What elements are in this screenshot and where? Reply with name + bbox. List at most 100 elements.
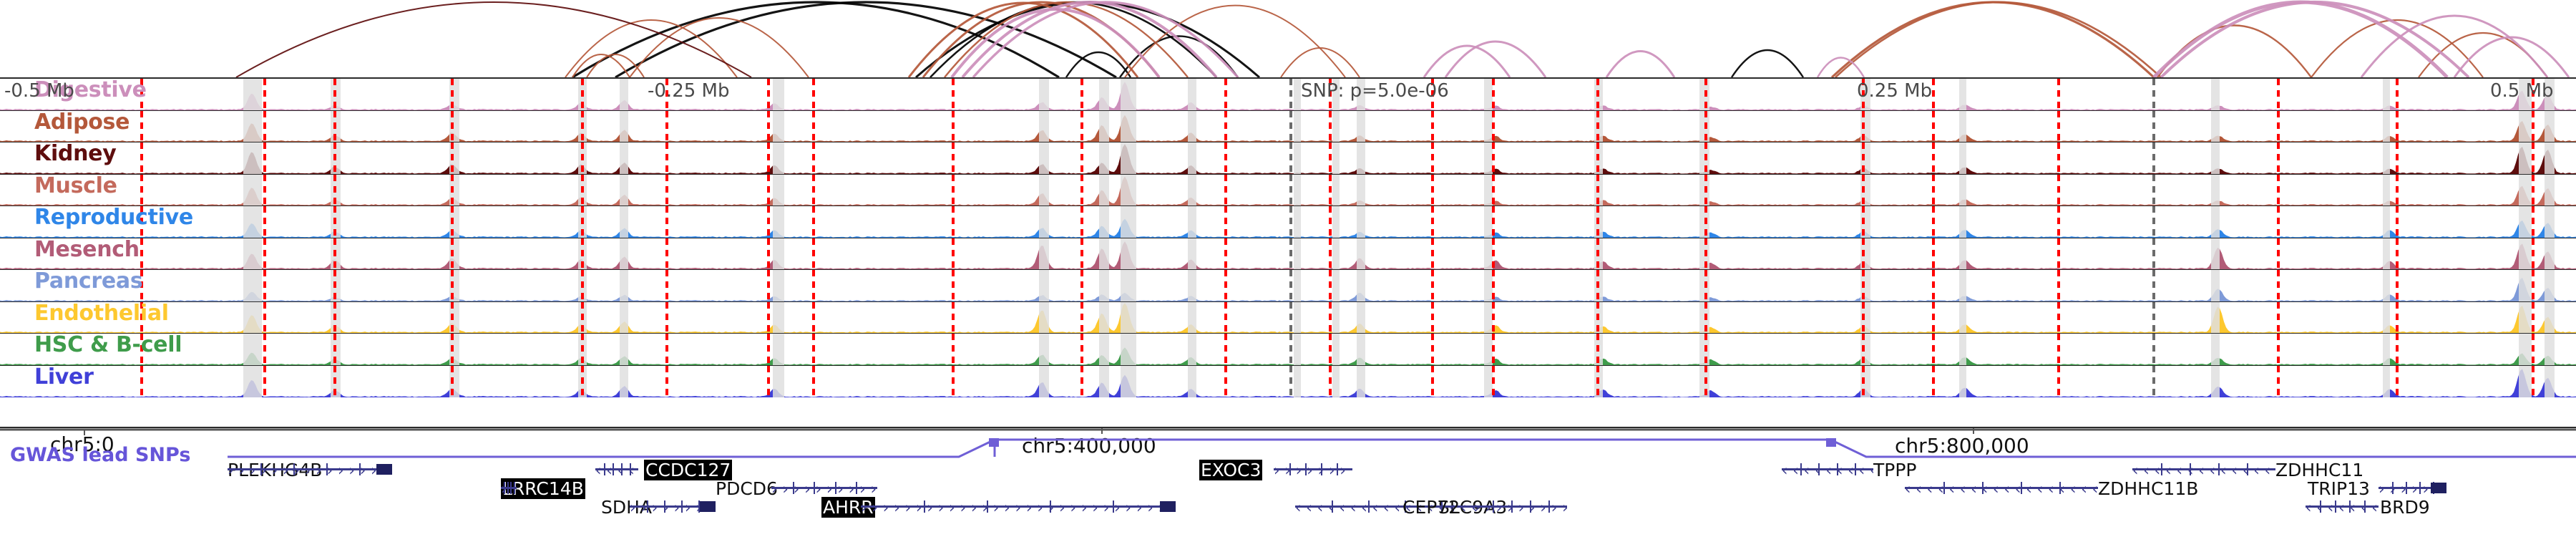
exon-tick	[834, 482, 836, 494]
gene-label[interactable]: CEP72	[1402, 497, 1460, 518]
track-muscle[interactable]: Muscle	[0, 174, 2576, 206]
signal-profile	[0, 303, 2576, 333]
interaction-arc	[1423, 44, 1511, 78]
exon-tick	[792, 482, 794, 494]
exon-tick	[2349, 500, 2351, 513]
gene-label[interactable]: CCDC127	[644, 460, 733, 480]
coord-label-left: chr5:0	[50, 432, 114, 456]
interaction-arc	[235, 1, 752, 78]
exon-tick	[1548, 500, 1550, 513]
track-kidney[interactable]: Kidney	[0, 142, 2576, 175]
gene-strand-arrows: ›››››››	[1274, 463, 1351, 478]
exon-tick	[647, 500, 648, 513]
exon-tick	[664, 500, 665, 513]
exon-tick	[260, 463, 262, 475]
interaction-arc	[950, 8, 1161, 79]
interaction-arc	[944, 1, 1189, 78]
interaction-arc	[1835, 1, 2162, 78]
annotation-area: chr5:0 chr5:400,000 chr5:800,000 GWAS le…	[0, 428, 2576, 537]
signal-track-panel[interactable]: Digestive Adipose Kidney Muscle Reproductive…	[0, 77, 2576, 428]
gene-strand-arrows: ‹‹‹‹	[595, 463, 638, 478]
track-liver[interactable]: Liver	[0, 365, 2576, 397]
gene-label[interactable]: PDCD6	[716, 478, 778, 499]
track-label: HSC & B-cell	[34, 334, 182, 357]
interaction-arc	[615, 1, 1117, 79]
coord-label-right: chr5:800,000	[1895, 434, 2029, 458]
track-endothelial[interactable]: Endothelial	[0, 301, 2576, 334]
track-digestive[interactable]: Digestive	[0, 79, 2576, 111]
interaction-arc	[1605, 50, 1676, 78]
exon-tick	[1113, 500, 1114, 513]
track-mesench[interactable]: Mesench	[0, 238, 2576, 270]
gene-body	[1782, 468, 1873, 470]
track-label: Muscle	[34, 174, 117, 198]
exon-tick	[681, 500, 683, 513]
gene-strand-arrows: ‹‹‹‹‹‹‹‹‹‹‹‹‹‹‹‹‹‹‹	[1905, 481, 2098, 497]
exon-tick	[2059, 482, 2061, 494]
track-label: Mesench	[34, 238, 140, 262]
gene-label[interactable]: TRIP13	[2308, 478, 2370, 499]
exon-block	[376, 464, 392, 475]
interaction-arc	[572, 54, 630, 78]
interaction-arc	[586, 54, 645, 78]
exon-tick	[1493, 500, 1494, 513]
gene-label[interactable]: TPPP	[1873, 460, 1917, 480]
interaction-arc	[1280, 47, 1360, 78]
signal-profile	[0, 277, 2576, 301]
gene-strand-arrows: ‹‹‹‹‹‹‹	[2306, 500, 2379, 516]
gene-strand-arrows: ›››››››››	[1474, 500, 1567, 516]
track-label: Reproductive	[34, 206, 193, 230]
exon-tick	[2392, 482, 2394, 494]
interaction-arc	[907, 1, 1139, 78]
exon-tick	[1943, 482, 1945, 494]
gene-body	[771, 487, 877, 489]
exon-tick	[604, 463, 605, 475]
exon-tick	[1337, 463, 1338, 475]
signal-profile	[0, 115, 2576, 142]
interaction-arc	[1730, 49, 1805, 78]
interaction-arc	[2453, 36, 2570, 78]
chromatin-interaction-arcs	[235, 0, 2570, 79]
exon-tick	[630, 463, 631, 475]
exon-tick	[1405, 500, 1406, 513]
interaction-arc	[972, 1, 1239, 79]
exon-tick	[814, 482, 816, 494]
signal-profile	[0, 369, 2576, 397]
coord-label-center: chr5:400,000	[1022, 434, 1156, 458]
exon-tick	[507, 482, 509, 494]
exon-tick	[621, 463, 623, 475]
exon-tick	[2247, 463, 2248, 475]
track-reproductive[interactable]: Reproductive	[0, 206, 2576, 238]
coordinate-axis	[0, 428, 2576, 435]
gene-body	[2306, 505, 2379, 508]
track-label: Adipose	[34, 110, 130, 135]
signal-profile	[0, 218, 2576, 238]
interaction-arc	[1830, 1, 2155, 79]
gene-label[interactable]: BRD9	[2380, 497, 2430, 518]
gene-strand-arrows: ‹‹‹‹‹‹‹‹‹‹‹‹‹‹‹‹‹‹	[1295, 500, 1478, 516]
gene-body	[630, 505, 716, 508]
exon-tick	[2190, 463, 2191, 475]
exon-tick	[1441, 500, 1443, 513]
gene-body	[1474, 505, 1567, 508]
track-label: Endothelial	[34, 301, 169, 326]
gene-label[interactable]: ZDHHC11	[2275, 460, 2364, 480]
exon-tick	[359, 463, 361, 475]
gene-strand-arrows: ››››››››	[630, 500, 716, 516]
track-hsc-b-cell[interactable]: HSC & B-cell	[0, 334, 2576, 366]
exon-tick	[513, 482, 515, 494]
gene-label[interactable]: AHRR	[821, 497, 875, 518]
gene-label[interactable]: ZDHHC11B	[2098, 478, 2199, 499]
gene-strand-arrows: ‹‹‹‹‹‹‹‹‹‹‹‹‹‹	[2132, 463, 2275, 478]
exon-tick	[1800, 463, 1802, 475]
track-pancreas[interactable]: Pancreas	[0, 270, 2576, 302]
interaction-arc	[565, 19, 738, 78]
track-adipose[interactable]: Adipose	[0, 110, 2576, 142]
gene-label[interactable]: EXOC3	[1199, 460, 1263, 480]
interaction-arc	[2311, 19, 2484, 78]
exon-tick	[1332, 500, 1333, 513]
exon-tick	[613, 463, 614, 475]
exon-tick	[2419, 482, 2421, 494]
gene-body	[2379, 487, 2446, 489]
